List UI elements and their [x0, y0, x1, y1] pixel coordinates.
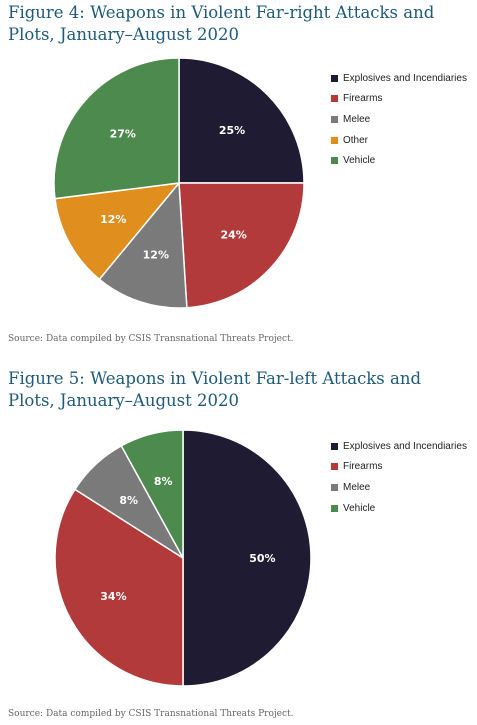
pie-slice-vehicle: [120, 429, 184, 559]
legend-swatch: [331, 483, 338, 491]
legend-item-firearms: Firearms: [331, 457, 467, 478]
legend-label: Firearms: [343, 93, 383, 105]
legend-label: Vehicle: [343, 502, 376, 514]
slice-label-firearms: 24%: [221, 228, 247, 241]
legend-item-explosives-and-incendiaries: Explosives and Incendiaries: [331, 436, 467, 457]
legend-swatch: [331, 504, 338, 512]
legend-item-explosives-and-incendiaries: Explosives and Incendiaries: [331, 68, 467, 89]
legend-swatch: [331, 115, 338, 123]
slice-label-vehicle: 8%: [154, 475, 173, 488]
slice-label-melee: 8%: [119, 494, 138, 507]
legend-swatch: [331, 157, 338, 165]
legend-item-other: Other: [331, 130, 467, 151]
legend-label: Explosives and Incendiaries: [343, 440, 467, 452]
pie-slice-explosives-and-incendiaries: [182, 429, 312, 687]
figure-5-title: Figure 5: Weapons in Violent Far-left At…: [8, 369, 422, 410]
slice-label-other: 12%: [100, 213, 126, 226]
legend-label: Melee: [343, 481, 371, 493]
figure-4-title: Figure 4: Weapons in Violent Far-right A…: [8, 3, 435, 44]
pie-slice-explosives-and-incendiaries: [178, 57, 305, 184]
legend-item-vehicle: Vehicle: [331, 498, 467, 519]
slice-label-melee: 12%: [143, 248, 169, 261]
pie-slice-firearms: [178, 182, 305, 309]
slice-label-firearms: 34%: [100, 590, 126, 603]
legend-label: Vehicle: [343, 155, 376, 167]
slice-label-explosives-and-incendiaries: 25%: [219, 124, 245, 137]
figure-4-pie-chart: 25% 24% 12% 12% 27%: [53, 57, 305, 309]
figure-5-source: Source: Data compiled by CSIS Transnatio…: [8, 709, 294, 719]
figure-4-legend: Explosives and Incendiaries Firearms Melee…: [331, 68, 467, 171]
legend-label: Explosives and Incendiaries: [343, 72, 467, 84]
slice-label-vehicle: 27%: [110, 127, 136, 140]
pie-slice-other: [54, 182, 181, 281]
legend-label: Melee: [343, 113, 371, 125]
legend-swatch: [331, 442, 338, 450]
legend-swatch: [331, 136, 338, 144]
legend-label: Firearms: [343, 461, 383, 473]
slice-label-explosives-and-incendiaries: 50%: [249, 552, 275, 565]
pie-slice-vehicle: [53, 57, 180, 200]
pie-slice-melee: [98, 181, 188, 309]
figure-5-pie-chart: 50% 34% 8% 8%: [54, 429, 312, 687]
legend-label: Other: [343, 134, 369, 146]
legend-item-firearms: Firearms: [331, 89, 467, 110]
figure-5-legend: Explosives and Incendiaries Firearms Melee…: [331, 436, 467, 518]
legend-swatch: [331, 95, 338, 103]
legend-swatch: [331, 74, 338, 82]
legend-swatch: [331, 463, 338, 471]
legend-item-melee: Melee: [331, 477, 467, 498]
legend-item-melee: Melee: [331, 109, 467, 130]
legend-item-vehicle: Vehicle: [331, 150, 467, 171]
figure-4-source: Source: Data compiled by CSIS Transnatio…: [8, 334, 294, 344]
